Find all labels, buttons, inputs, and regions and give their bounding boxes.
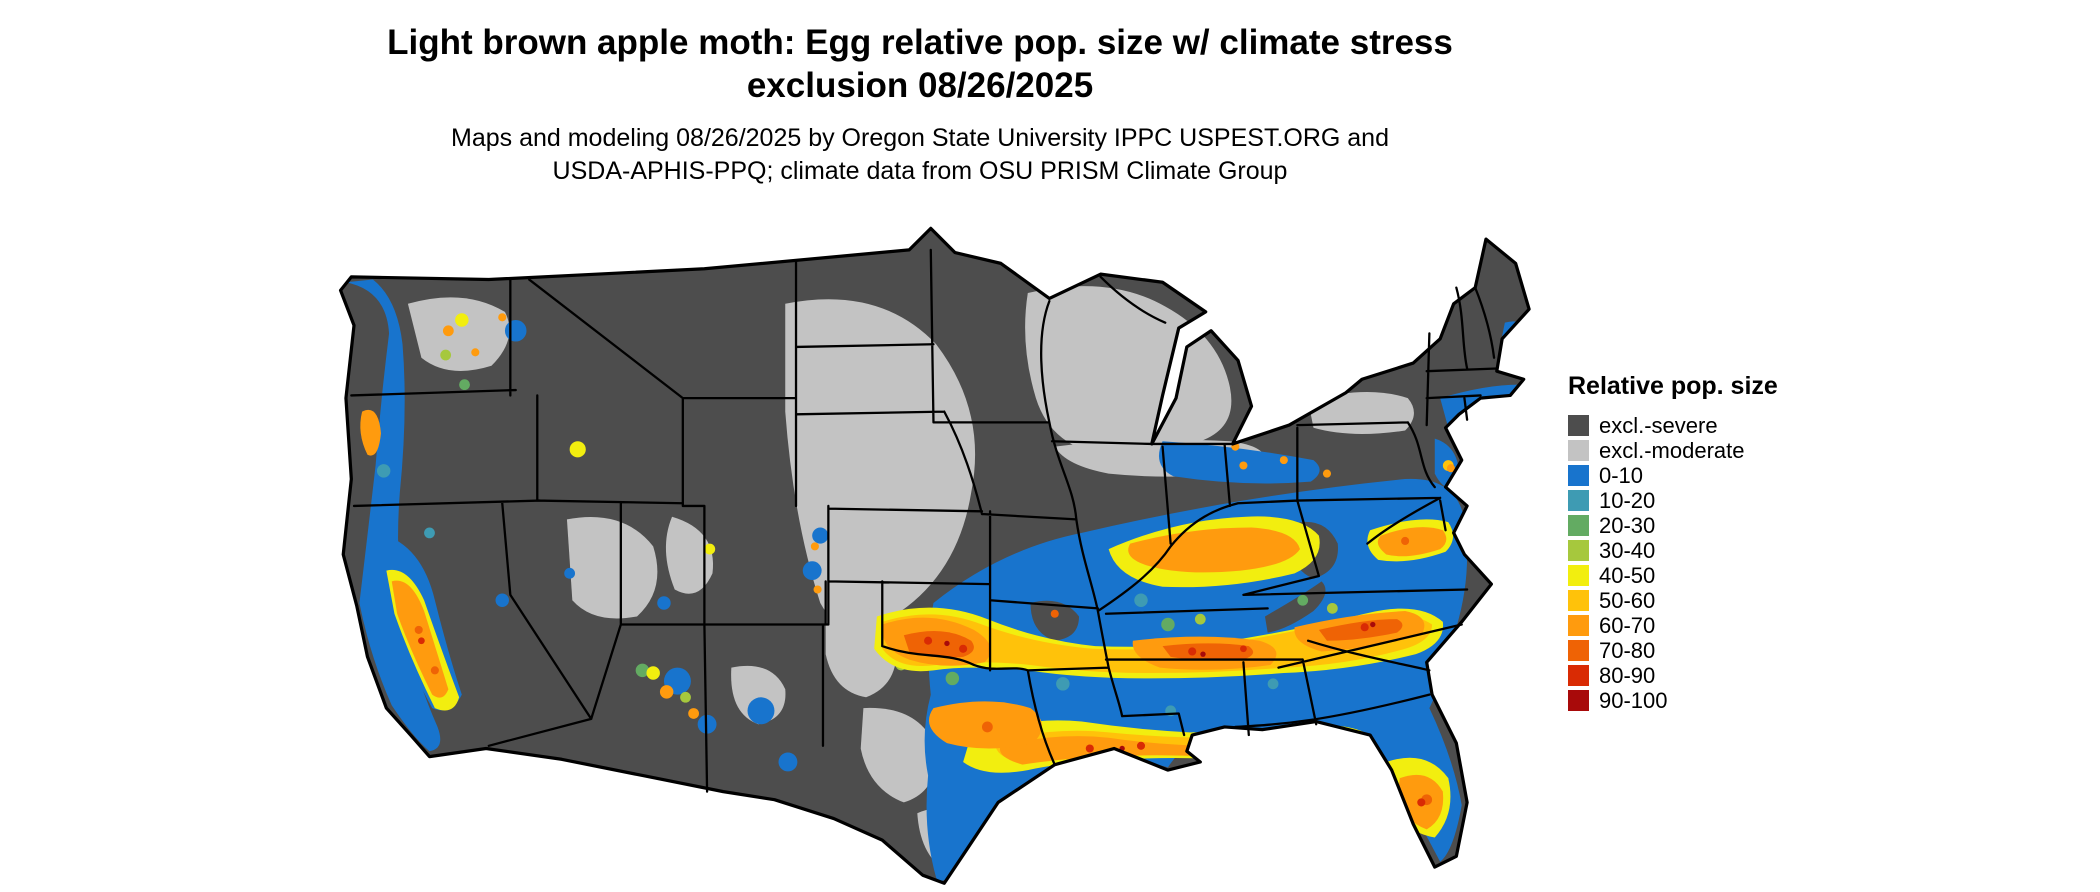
legend-swatch [1568, 515, 1589, 536]
legend-swatch [1568, 690, 1589, 711]
legend-item-label: 10-20 [1599, 488, 1656, 513]
legend-item-label: 90-100 [1599, 688, 1668, 713]
legend-item: 60-70 [1568, 613, 1868, 638]
legend-swatch [1568, 615, 1589, 636]
legend-item: 30-40 [1568, 538, 1868, 563]
legend-title: Relative pop. size [1568, 372, 1778, 400]
legend-item-label: excl.-severe [1599, 413, 1718, 438]
raster-pop-70-80 [414, 536, 1433, 806]
legend-swatch [1568, 565, 1589, 586]
legend-swatch [1568, 415, 1589, 436]
legend-item-label: 50-60 [1599, 588, 1656, 613]
legend-item-label: 40-50 [1599, 563, 1656, 588]
state-borders [350, 248, 1498, 793]
us-outline [338, 226, 1531, 885]
legend-swatch [1568, 440, 1589, 461]
title-line-2: exclusion 08/26/2025 [746, 65, 1094, 105]
legend-item: 50-60 [1568, 588, 1868, 613]
map-raster-layer [340, 228, 1530, 884]
legend-items: excl.-severe excl.-moderate 0-10 10-20 20-30… [1568, 413, 1868, 713]
legend-item: 90-100 [1568, 688, 1868, 713]
legend-item-label: 0-10 [1599, 463, 1644, 488]
credits-line-2: USDA-APHIS-PPQ; climate data from OSU PR… [552, 157, 1288, 185]
legend-swatch [1568, 465, 1589, 486]
page-title: Light brown apple moth: Egg relative pop… [250, 22, 1590, 107]
legend-item: excl.-moderate [1568, 438, 1868, 463]
legend-item: 70-80 [1568, 638, 1868, 663]
credits-line-1: Maps and modeling 08/26/2025 by Oregon S… [451, 124, 1389, 152]
legend-item-label: 30-40 [1599, 538, 1656, 563]
legend-item: 20-30 [1568, 513, 1868, 538]
legend-swatch [1568, 590, 1589, 611]
legend-item: 80-90 [1568, 663, 1868, 688]
legend-item: 10-20 [1568, 488, 1868, 513]
legend-item-label: excl.-moderate [1599, 438, 1745, 463]
us-map-svg [338, 226, 1531, 885]
legend-swatch [1568, 640, 1589, 661]
title-line-1: Light brown apple moth: Egg relative pop… [387, 23, 1453, 62]
map-credits: Maps and modeling 08/26/2025 by Oregon S… [250, 122, 1590, 188]
legend-item-label: 60-70 [1599, 613, 1656, 638]
legend-item-label: 80-90 [1599, 663, 1656, 688]
us-map [300, 196, 1540, 890]
legend-item-label: 20-30 [1599, 513, 1656, 538]
legend-item-label: 70-80 [1599, 638, 1656, 663]
legend-item: excl.-severe [1568, 413, 1868, 438]
map-legend: Relative pop. size excl.-severe excl.-mod… [1568, 372, 1868, 713]
legend-swatch [1568, 665, 1589, 686]
legend-item: 0-10 [1568, 463, 1868, 488]
legend-swatch [1568, 540, 1589, 561]
legend-swatch [1568, 490, 1589, 511]
legend-item: 40-50 [1568, 563, 1868, 588]
